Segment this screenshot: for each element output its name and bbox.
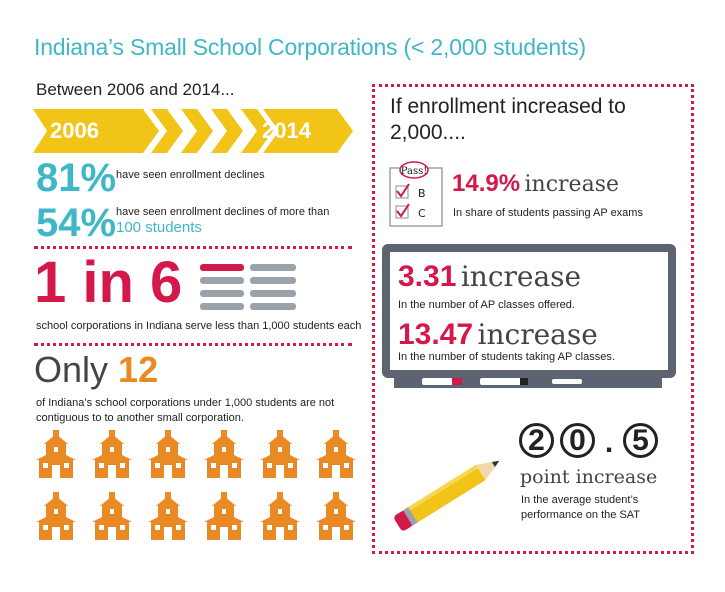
only-twelve-number: 12 bbox=[118, 349, 159, 390]
schoolhouse-icon bbox=[92, 492, 132, 540]
sat-digit-1: 2 bbox=[519, 423, 554, 458]
panel-border-right bbox=[691, 84, 694, 554]
panel-border-bottom bbox=[372, 551, 694, 554]
schoolhouse-icon bbox=[36, 430, 76, 478]
checklist-option-b: B bbox=[418, 187, 426, 200]
panel-border-left bbox=[372, 84, 375, 554]
stat-81-value: 81% bbox=[36, 156, 117, 200]
stat-54-value: 54% bbox=[36, 201, 117, 245]
schoolhouse-icon bbox=[260, 430, 300, 478]
panel-border-top bbox=[372, 84, 694, 87]
checklist-option-c: C bbox=[418, 207, 426, 220]
schoolhouse-icon bbox=[148, 430, 188, 478]
board-stat-2-word: increase bbox=[477, 318, 598, 351]
ap-pass-line: 14.9% increase bbox=[452, 172, 619, 196]
schoolhouse-icon bbox=[260, 492, 300, 540]
sat-word: point increase bbox=[520, 466, 658, 488]
board-stat-1-value: 3.31 bbox=[398, 260, 457, 293]
board-stat-2-value: 13.47 bbox=[398, 318, 474, 351]
board-stat-2: 13.47 increase bbox=[398, 320, 598, 350]
timeline-end-year: 2014 bbox=[262, 118, 311, 143]
ap-pass-value: 14.9% bbox=[452, 170, 521, 197]
only-twelve-prefix: Only bbox=[34, 349, 109, 390]
schoolhouse-icon bbox=[92, 430, 132, 478]
schoolhouse-icon bbox=[204, 430, 244, 478]
one-in-six-text: school corporations in Indiana serve les… bbox=[36, 320, 362, 332]
pencil-icon bbox=[394, 460, 500, 531]
sat-digit-2: 0 bbox=[560, 423, 595, 458]
checklist-icon: Pass! B C bbox=[389, 161, 443, 227]
board-stat-1-text: In the number of AP classes offered. bbox=[398, 299, 575, 311]
page-subtitle: Between 2006 and 2014... bbox=[36, 80, 235, 99]
schoolhouse-icon bbox=[204, 492, 244, 540]
timeline-start-year: 2006 bbox=[50, 118, 99, 143]
checklist-title: Pass! bbox=[401, 166, 428, 177]
timeline-arrow-icon bbox=[33, 109, 353, 153]
ap-pass-word: increase bbox=[524, 172, 620, 197]
divider bbox=[34, 343, 352, 346]
stat-54-highlight: 100 students bbox=[116, 219, 202, 236]
schoolhouse-icon bbox=[316, 430, 356, 478]
stat-54-text: have seen enrollment declines of more th… bbox=[116, 206, 330, 218]
stat-81-text: have seen enrollment declines bbox=[116, 169, 265, 181]
one-in-six-number: 1 in 6 bbox=[34, 250, 183, 315]
sat-digits: 2 0 . 5 bbox=[519, 423, 658, 458]
ap-pass-text: In share of students passing AP exams bbox=[453, 207, 643, 219]
bar-rows-icon bbox=[200, 264, 296, 310]
board-stat-1-word: increase bbox=[460, 260, 582, 293]
divider bbox=[34, 246, 352, 249]
one-in-six-value: 1 in 6 bbox=[34, 254, 182, 312]
sat-text: In the average student’s performance on … bbox=[521, 494, 641, 521]
only-twelve-heading: Only 12 bbox=[34, 352, 158, 388]
schoolhouse-icon bbox=[148, 492, 188, 540]
sat-digit-3: 5 bbox=[623, 423, 658, 458]
board-stat-1: 3.31 increase bbox=[398, 262, 581, 292]
sat-decimal-point: . bbox=[604, 426, 614, 459]
schoolhouse-grid bbox=[36, 430, 356, 546]
right-heading: If enrollment increased to 2,000.... bbox=[390, 95, 626, 145]
page-title: Indiana’s Small School Corporations (< 2… bbox=[34, 34, 586, 60]
schoolhouse-icon bbox=[316, 492, 356, 540]
schoolhouse-icon bbox=[36, 492, 76, 540]
whiteboard-icon bbox=[382, 244, 676, 388]
only-twelve-text: of Indiana’s school corporations under 1… bbox=[36, 397, 335, 424]
board-stat-2-text: In the number of students taking AP clas… bbox=[398, 351, 615, 363]
